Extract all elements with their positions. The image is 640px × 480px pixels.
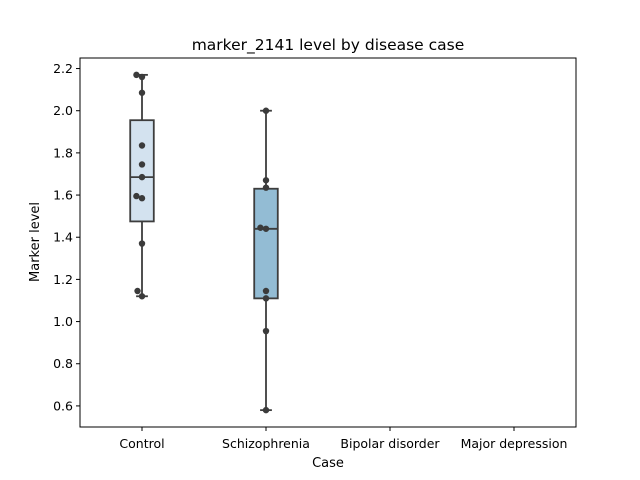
data-point: [262, 406, 270, 414]
data-point: [262, 184, 270, 191]
box-iqr: [253, 187, 279, 300]
y-tick-label: 1.8: [53, 145, 73, 160]
y-tick-label: 1.0: [53, 314, 73, 329]
data-point: [138, 161, 146, 168]
point-series: [133, 71, 270, 414]
x-tick-label: Bipolar disorder: [340, 436, 440, 451]
y-tick-label: 1.6: [53, 188, 73, 203]
y-tick-label: 2.2: [53, 61, 73, 76]
x-tick-label: Schizophrenia: [222, 436, 310, 451]
data-point: [133, 192, 140, 200]
data-point: [138, 293, 146, 300]
data-point: [138, 195, 146, 202]
data-point: [262, 177, 270, 184]
data-point: [262, 225, 270, 232]
y-tick-label: 1.2: [53, 272, 73, 287]
plot-area: [79, 57, 577, 428]
data-point: [138, 73, 146, 81]
data-point: [257, 224, 264, 231]
y-tick-label: 0.8: [53, 356, 73, 371]
data-point: [262, 107, 270, 114]
x-tick-label: Control: [119, 436, 164, 451]
chart-title: marker_2141 level by disease case: [192, 36, 465, 55]
y-axis-title: Marker level: [28, 202, 43, 282]
data-point: [138, 173, 146, 181]
box-iqr: [129, 119, 155, 223]
x-axis: Control Schizophrenia Bipolar disorder Majo…: [119, 427, 567, 451]
y-axis: 0.6 0.8 1.0 1.2 1.4 1.6 1.8 2.0 2.2: [53, 61, 80, 413]
y-tick-label: 0.6: [53, 398, 73, 413]
data-point: [138, 240, 146, 247]
data-point: [262, 295, 270, 302]
data-point: [138, 89, 146, 96]
data-point: [133, 71, 140, 79]
data-point: [138, 142, 146, 149]
y-tick-label: 2.0: [53, 103, 73, 118]
y-tick-label: 1.4: [53, 230, 73, 245]
x-axis-title: Case: [312, 456, 344, 471]
data-point: [134, 287, 141, 295]
x-tick-label: Major depression: [461, 436, 568, 451]
box-series: [129, 73, 279, 412]
data-point: [262, 287, 270, 295]
data-point: [262, 327, 270, 335]
